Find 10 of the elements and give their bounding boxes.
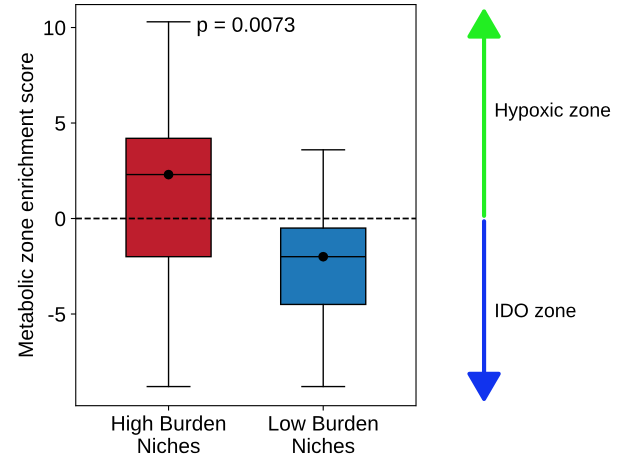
- y-tick-label: -5: [48, 307, 66, 322]
- y-tick-label: 0: [55, 212, 66, 226]
- text: Hypoxic zone: [496, 102, 610, 121]
- y-tick-label: 5: [55, 116, 66, 131]
- y-axis-title: Metabolic zone enrichment score: [18, 53, 34, 356]
- text: IDO zone: [496, 304, 576, 318]
- x-tick-label: High Burden Niches: [112, 415, 226, 454]
- annotation: p = 0.0073: [198, 17, 294, 36]
- y-tick-label: 10: [44, 20, 66, 36]
- x-tick-label: Low Burden Niches: [269, 415, 378, 454]
